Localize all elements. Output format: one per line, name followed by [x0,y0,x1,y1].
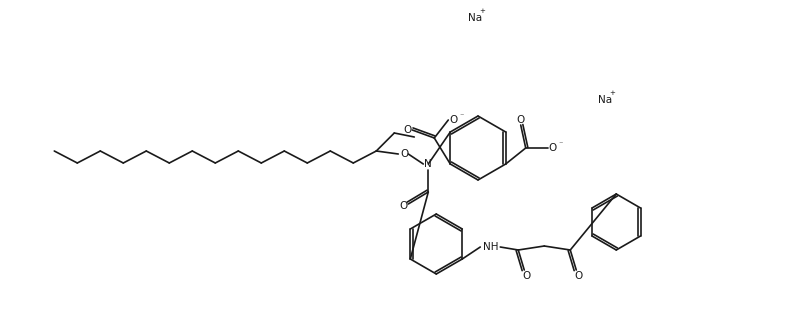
Text: +: + [608,90,614,96]
Text: O: O [403,125,411,135]
Text: O: O [399,149,408,159]
Text: O: O [399,201,407,211]
Text: Na: Na [597,95,611,105]
Text: O: O [516,115,525,125]
Text: N: N [424,159,431,169]
Text: Na: Na [468,13,481,23]
Text: O: O [448,115,457,125]
Text: +: + [479,8,484,14]
Text: ⁻: ⁻ [558,140,562,148]
Text: NH: NH [482,242,497,252]
Text: O: O [548,143,556,153]
Text: O: O [573,271,581,281]
Text: O: O [521,271,530,281]
Text: ⁻: ⁻ [459,112,463,121]
